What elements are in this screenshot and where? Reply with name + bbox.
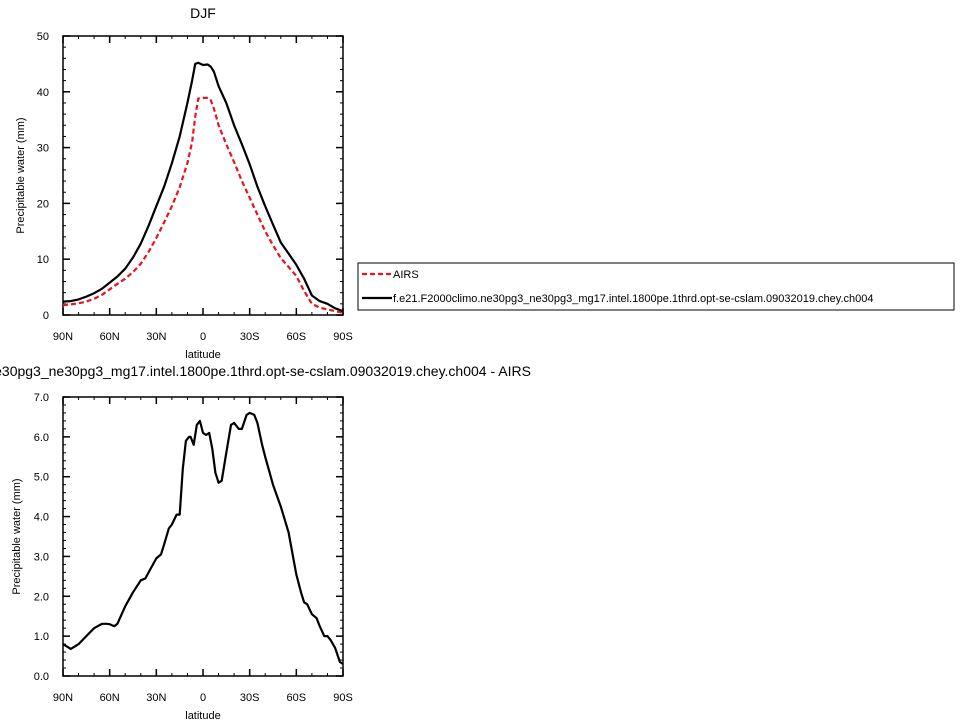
top-panel-x-tick-label: 60N [100, 331, 120, 343]
bottom-panel-x-tick-label: 0 [200, 692, 206, 704]
bottom-panel-x-tick-label: 60S [287, 692, 307, 704]
bottom-panel-y-tick-label: 1.0 [34, 631, 49, 643]
bottom-panel-y-tick-label: 2.0 [34, 591, 49, 603]
bottom-panel-x-tick-label: 30N [146, 692, 166, 704]
top-panel-y-tick-label: 50 [37, 31, 49, 43]
top-panel-x-tick-label: 60S [287, 331, 307, 343]
top-panel-x-tick-label: 90N [53, 331, 73, 343]
top-panel-y-axis-label: Precipitable water (mm) [15, 117, 27, 233]
top-panel-y-tick-label: 30 [37, 143, 49, 155]
top-panel-y-tick-label: 40 [37, 87, 49, 99]
top-panel-title: DJF [190, 5, 216, 21]
top-panel-x-tick-label: 30N [146, 331, 166, 343]
top-panel-x-tick-label: 30S [240, 331, 260, 343]
legend-entry-airs: AIRS [393, 269, 419, 281]
bottom-panel-y-tick-label: 0.0 [34, 671, 49, 683]
legend: AIRS f.e21.F2000climo.ne30pg3_ne30pg3_mg… [357, 262, 955, 311]
legend-entry-model: f.e21.F2000climo.ne30pg3_ne30pg3_mg17.in… [393, 293, 873, 305]
bottom-panel-series-difference [62, 411, 344, 665]
bottom-panel-x-tick-label: 90N [53, 692, 73, 704]
bottom-panel-y-tick-label: 7.0 [34, 392, 49, 404]
bottom-panel-y-tick-label: 6.0 [34, 432, 49, 444]
top-panel-y-tick-label: 10 [37, 254, 49, 266]
bottom-panel-x-axis-label: latitude [185, 710, 220, 722]
bottom-panel-x-tick-label: 60N [100, 692, 120, 704]
bottom-panel-y-tick-label: 4.0 [34, 512, 49, 524]
bottom-panel-y-tick-label: 3.0 [34, 551, 49, 563]
bottom-panel: f.e21.F2000climo.ne30pg3_ne30pg3_mg17.in… [0, 363, 531, 722]
bottom-panel-y-tick-label: 5.0 [34, 472, 49, 484]
top-panel-series-airs [62, 96, 344, 314]
bottom-panel-x-tick-label: 90S [333, 692, 353, 704]
top-panel-plot: 90N 60N 30N 0 30S 60S 90S 0 10 20 30 40 50 [37, 31, 353, 343]
top-panel-x-axis-label: latitude [185, 349, 220, 361]
bottom-panel-plot: 90N 60N 30N 0 30S 60S 90S 0.0 1.0 2.0 3.0 4.0 5.0 6.0… [34, 392, 353, 704]
top-panel-series-model [62, 61, 344, 313]
top-panel: DJF 90N 60N 30N 0 30S 60S 90S 0 10 20 30 40 50 latit… [15, 5, 353, 361]
top-panel-y-tick-label: 20 [37, 198, 49, 210]
top-panel-x-tick-label: 0 [200, 331, 206, 343]
legend-box [357, 262, 955, 311]
bottom-panel-y-axis-label: Precipitable water (mm) [11, 478, 23, 594]
bottom-panel-title: f.e21.F2000climo.ne30pg3_ne30pg3_mg17.in… [0, 363, 531, 379]
top-panel-x-tick-label: 90S [333, 331, 353, 343]
bottom-panel-x-tick-label: 30S [240, 692, 260, 704]
top-panel-y-tick-label: 0 [43, 310, 49, 322]
bottom-panel-frame [62, 396, 344, 677]
